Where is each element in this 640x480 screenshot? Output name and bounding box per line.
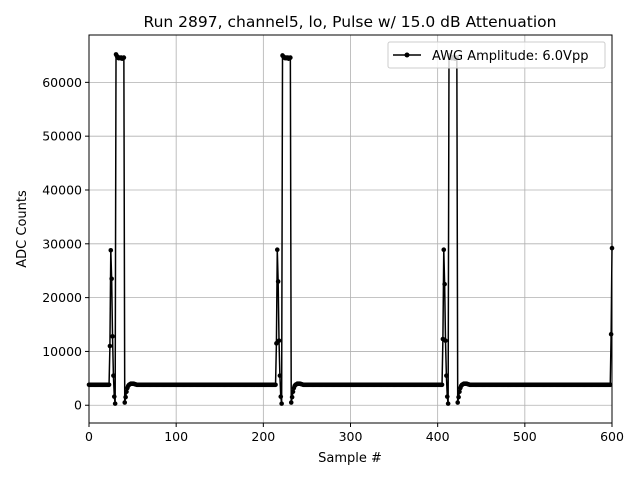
data-point [439, 382, 445, 388]
data-point [444, 373, 449, 378]
y-axis-label: ADC Counts [15, 190, 30, 268]
data-point [443, 338, 448, 343]
data-point [111, 373, 116, 378]
x-tick-label: 300 [339, 429, 363, 444]
y-tick-label: 30000 [42, 236, 82, 251]
data-point [277, 373, 283, 378]
y-tick-label: 40000 [42, 182, 82, 197]
y-tick-label: 60000 [42, 75, 82, 90]
y-tick-label: 20000 [42, 290, 82, 305]
data-point [442, 281, 447, 287]
data-point [122, 400, 128, 405]
data-point [107, 343, 113, 349]
data-point [290, 389, 296, 395]
data-point [111, 394, 117, 399]
data-point [121, 55, 127, 60]
data-point [274, 247, 280, 253]
grid [88, 35, 613, 423]
data-point [457, 389, 462, 395]
data-point [288, 400, 294, 405]
data-point [289, 394, 295, 400]
data-point [288, 55, 293, 60]
legend: AWG Amplitude: 6.0Vpp [387, 41, 606, 69]
data-point [456, 394, 461, 400]
data-series [86, 52, 615, 406]
data-point [441, 247, 447, 253]
data-point [278, 394, 284, 399]
axis-ticks: 0 100 200 300 400 500 600 0 10000 20000 30000 40000… [42, 75, 624, 444]
y-tick-label: 0 [74, 398, 82, 413]
data-point [109, 276, 114, 282]
y-tick-label: 10000 [42, 344, 82, 359]
data-point [112, 401, 118, 406]
x-tick-label: 500 [513, 429, 537, 444]
data-point [123, 394, 128, 400]
legend-box [387, 41, 606, 69]
data-point [273, 382, 278, 388]
data-point [276, 338, 282, 343]
data-point [275, 279, 281, 284]
x-axis-label: Sample # [318, 451, 382, 466]
y-tick-label: 50000 [42, 129, 82, 144]
chart-title: Run 2897, channel5, lo, Pulse w/ 15.0 dB… [144, 13, 557, 31]
x-tick-label: 400 [426, 429, 450, 444]
data-point [124, 389, 129, 395]
data-point [608, 331, 614, 337]
data-point [444, 394, 450, 399]
data-point [455, 400, 461, 405]
x-tick-label: 100 [164, 429, 188, 444]
data-point [106, 382, 112, 388]
data-point [110, 334, 115, 339]
legend-label: AWG Amplitude: 6.0Vpp [432, 49, 588, 64]
legend-marker-swatch [404, 52, 410, 58]
data-point [279, 401, 284, 406]
x-tick-label: 600 [600, 429, 624, 444]
x-tick-label: 0 [85, 429, 93, 444]
data-point [445, 401, 451, 406]
x-tick-label: 200 [251, 429, 275, 444]
data-point [607, 382, 613, 388]
data-point [108, 247, 114, 253]
